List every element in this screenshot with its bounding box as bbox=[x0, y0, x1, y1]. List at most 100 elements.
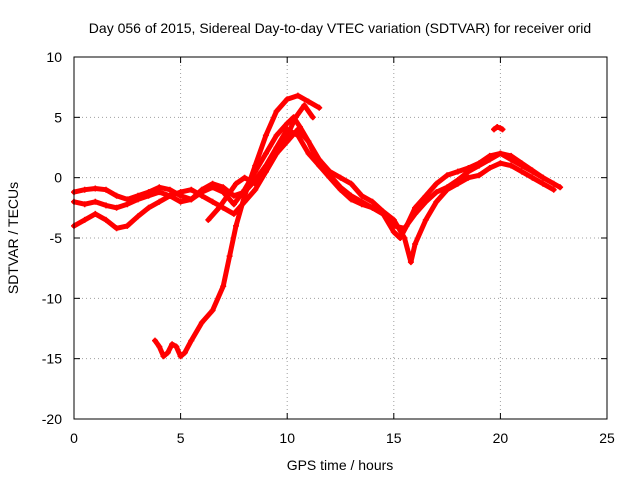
data-point-marker bbox=[230, 201, 237, 208]
data-point-marker bbox=[454, 180, 461, 187]
data-point-marker bbox=[230, 192, 237, 199]
x-tick-labels: 0 5 10 15 20 25 bbox=[70, 430, 615, 446]
data-point-marker bbox=[209, 180, 216, 187]
data-point-marker bbox=[188, 186, 195, 193]
data-point-marker bbox=[422, 192, 429, 199]
series-track-6 bbox=[491, 124, 506, 133]
data-point-marker bbox=[220, 283, 227, 290]
data-point-marker bbox=[358, 198, 365, 205]
data-point-marker bbox=[164, 349, 171, 356]
data-point-marker bbox=[284, 96, 291, 103]
y-tick-label: 10 bbox=[46, 49, 62, 65]
data-point-marker bbox=[233, 180, 239, 187]
data-point-marker bbox=[169, 341, 176, 348]
data-point-marker bbox=[491, 126, 497, 133]
data-point-marker bbox=[433, 198, 440, 205]
data-point-marker bbox=[166, 186, 173, 193]
data-point-marker bbox=[476, 172, 483, 179]
data-point-marker bbox=[262, 168, 269, 175]
y-tick-label: 0 bbox=[54, 170, 62, 186]
data-point-marker bbox=[412, 210, 419, 217]
data-point-marker bbox=[518, 168, 525, 175]
data-point-marker bbox=[145, 204, 152, 211]
data-point-marker bbox=[369, 204, 376, 211]
series-track-1 bbox=[71, 114, 564, 241]
data-point-marker bbox=[412, 204, 419, 211]
data-point-marker bbox=[508, 162, 515, 169]
data-point-marker bbox=[241, 192, 248, 199]
data-point-marker bbox=[454, 168, 461, 175]
data-point-marker bbox=[81, 186, 88, 193]
data-point-marker bbox=[422, 198, 429, 205]
data-point-marker bbox=[348, 180, 355, 187]
data-point-marker bbox=[390, 216, 397, 223]
data-point-marker bbox=[337, 174, 344, 181]
data-point-marker bbox=[92, 198, 99, 205]
data-point-marker bbox=[262, 132, 269, 139]
data-point-marker bbox=[422, 216, 429, 223]
data-point-marker bbox=[81, 216, 88, 223]
data-point-marker bbox=[230, 210, 237, 217]
data-point-marker bbox=[497, 160, 504, 167]
data-point-marker bbox=[166, 192, 173, 199]
data-point-marker bbox=[103, 202, 109, 209]
data-point-marker bbox=[529, 174, 536, 181]
data-point-marker bbox=[103, 216, 109, 223]
data-point-marker bbox=[198, 192, 205, 199]
data-point-marker bbox=[444, 172, 451, 179]
x-tick-label: 10 bbox=[279, 430, 295, 446]
data-point-marker bbox=[156, 343, 163, 350]
data-point-marker bbox=[380, 208, 387, 215]
y-tick-label: -20 bbox=[42, 411, 62, 427]
data-point-marker bbox=[145, 192, 152, 199]
series-track-5 bbox=[152, 92, 323, 360]
data-point-marker bbox=[241, 174, 248, 181]
x-axis-label: GPS time / hours bbox=[287, 457, 394, 473]
data-point-marker bbox=[177, 198, 184, 205]
data-point-marker bbox=[390, 229, 397, 235]
data-point-marker bbox=[273, 150, 280, 157]
y-tick-label: -15 bbox=[42, 351, 62, 367]
tick-marks bbox=[73, 56, 608, 420]
data-point-marker bbox=[92, 185, 99, 192]
data-point-marker bbox=[135, 196, 141, 203]
data-point-marker bbox=[465, 168, 472, 175]
series-track-4 bbox=[205, 102, 316, 223]
data-point-marker bbox=[301, 102, 308, 109]
data-point-marker bbox=[181, 349, 188, 356]
data-point-marker bbox=[209, 198, 216, 205]
data-point-marker bbox=[497, 150, 504, 157]
y-tick-labels: 10 5 0 -5 -10 -15 -20 bbox=[42, 49, 62, 427]
data-point-marker bbox=[316, 156, 323, 163]
data-point-marker bbox=[177, 353, 184, 360]
data-point-marker bbox=[476, 162, 483, 169]
data-point-marker bbox=[156, 198, 163, 205]
data-point-marker bbox=[369, 198, 376, 205]
data-point-marker bbox=[160, 353, 167, 360]
data-point-marker bbox=[226, 253, 233, 260]
data-point-marker bbox=[305, 150, 312, 157]
data-point-marker bbox=[433, 180, 440, 187]
data-point-marker bbox=[305, 98, 312, 105]
data-point-marker bbox=[518, 160, 525, 167]
data-point-marker bbox=[198, 186, 205, 193]
data-point-marker bbox=[412, 241, 419, 247]
data-point-marker bbox=[494, 124, 501, 130]
data-point-marker bbox=[401, 235, 408, 241]
data-point-marker bbox=[358, 192, 365, 199]
data-point-marker bbox=[156, 189, 163, 196]
data-point-marker bbox=[292, 114, 299, 121]
data-point-marker bbox=[103, 186, 109, 193]
y-axis-label: SDTVAR / TECUs bbox=[5, 182, 21, 294]
data-point-marker bbox=[486, 156, 493, 163]
data-point-marker bbox=[550, 180, 557, 187]
data-point-marker bbox=[294, 92, 301, 99]
grid bbox=[74, 57, 607, 419]
data-point-marker bbox=[407, 259, 414, 266]
data-point-marker bbox=[294, 126, 301, 133]
data-point-marker bbox=[508, 152, 515, 159]
data-point-marker bbox=[273, 108, 280, 115]
data-point-marker bbox=[113, 192, 120, 199]
data-point-marker bbox=[337, 184, 344, 191]
data-point-marker bbox=[557, 184, 564, 191]
